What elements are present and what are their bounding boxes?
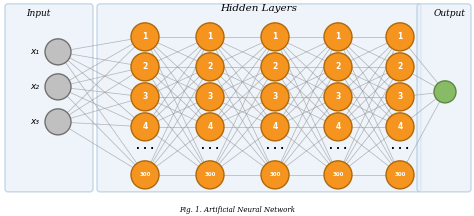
Circle shape — [131, 161, 159, 189]
Circle shape — [386, 161, 414, 189]
Text: 2: 2 — [397, 62, 402, 71]
Circle shape — [45, 39, 71, 65]
Text: 2: 2 — [207, 62, 213, 71]
Text: 3: 3 — [142, 92, 147, 101]
Text: Hidden Layers: Hidden Layers — [220, 4, 298, 13]
Circle shape — [196, 113, 224, 141]
Text: 2: 2 — [336, 62, 341, 71]
Text: 300: 300 — [139, 172, 151, 177]
Text: Input: Input — [26, 9, 50, 18]
Text: 3: 3 — [397, 92, 402, 101]
Circle shape — [386, 83, 414, 111]
Text: · · ·: · · · — [136, 144, 154, 154]
Text: 4: 4 — [397, 122, 402, 131]
Circle shape — [386, 23, 414, 51]
Text: 300: 300 — [394, 172, 406, 177]
Text: 300: 300 — [269, 172, 281, 177]
Circle shape — [261, 161, 289, 189]
Text: 3: 3 — [336, 92, 341, 101]
Text: 4: 4 — [142, 122, 147, 131]
Circle shape — [131, 113, 159, 141]
Text: 4: 4 — [207, 122, 213, 131]
Circle shape — [324, 23, 352, 51]
FancyBboxPatch shape — [5, 4, 93, 192]
Text: 300: 300 — [332, 172, 344, 177]
Circle shape — [324, 83, 352, 111]
Circle shape — [196, 161, 224, 189]
Text: 3: 3 — [273, 92, 278, 101]
Text: x₂: x₂ — [30, 82, 39, 91]
Text: Output: Output — [434, 9, 466, 18]
Circle shape — [131, 53, 159, 81]
Text: 1: 1 — [336, 32, 341, 41]
Text: 1: 1 — [397, 32, 402, 41]
Text: 1: 1 — [142, 32, 147, 41]
Circle shape — [261, 23, 289, 51]
Text: 2: 2 — [273, 62, 278, 71]
Circle shape — [45, 74, 71, 100]
Circle shape — [324, 161, 352, 189]
Circle shape — [131, 23, 159, 51]
FancyBboxPatch shape — [97, 4, 421, 192]
Circle shape — [324, 53, 352, 81]
Circle shape — [386, 113, 414, 141]
Circle shape — [196, 23, 224, 51]
Text: 3: 3 — [207, 92, 213, 101]
Text: · · ·: · · · — [391, 144, 409, 154]
Circle shape — [45, 109, 71, 135]
Circle shape — [131, 83, 159, 111]
Circle shape — [324, 113, 352, 141]
Text: x₁: x₁ — [30, 47, 39, 56]
Text: 4: 4 — [273, 122, 278, 131]
Text: Fig. 1. Artificial Neural Network: Fig. 1. Artificial Neural Network — [179, 206, 295, 214]
Text: 4: 4 — [336, 122, 341, 131]
Circle shape — [386, 53, 414, 81]
Circle shape — [196, 53, 224, 81]
Text: · · ·: · · · — [329, 144, 347, 154]
Text: 300: 300 — [204, 172, 216, 177]
FancyBboxPatch shape — [417, 4, 471, 192]
Text: 1: 1 — [273, 32, 278, 41]
Text: · · ·: · · · — [266, 144, 284, 154]
Text: x₃: x₃ — [30, 117, 39, 126]
Circle shape — [261, 83, 289, 111]
Circle shape — [261, 53, 289, 81]
Text: 2: 2 — [142, 62, 147, 71]
Circle shape — [434, 81, 456, 103]
Text: · · ·: · · · — [201, 144, 219, 154]
Circle shape — [261, 113, 289, 141]
Text: 1: 1 — [207, 32, 213, 41]
Circle shape — [196, 83, 224, 111]
